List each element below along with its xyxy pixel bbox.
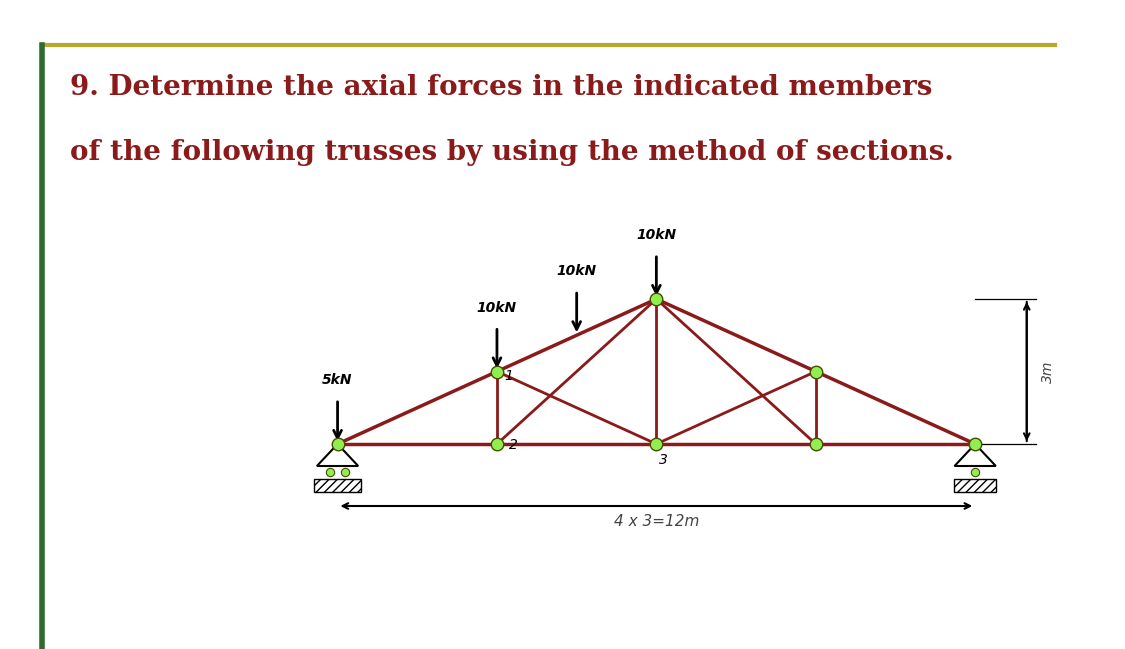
Text: 2: 2 [510,438,519,452]
Text: 5kN: 5kN [322,373,353,387]
Text: 3: 3 [659,453,668,467]
Bar [314,479,361,492]
Text: 10kN: 10kN [557,264,596,278]
Text: 1: 1 [504,369,513,382]
Text: 3m: 3m [1041,360,1055,383]
Bar [954,479,997,492]
Text: 10kN: 10kN [637,228,676,242]
Text: 4 x 3=12m: 4 x 3=12m [613,514,699,529]
Text: 10kN: 10kN [477,300,518,315]
Text: of the following trusses by using the method of sections.: of the following trusses by using the me… [71,139,954,166]
Text: 9. Determine the axial forces in the indicated members: 9. Determine the axial forces in the ind… [71,74,933,101]
